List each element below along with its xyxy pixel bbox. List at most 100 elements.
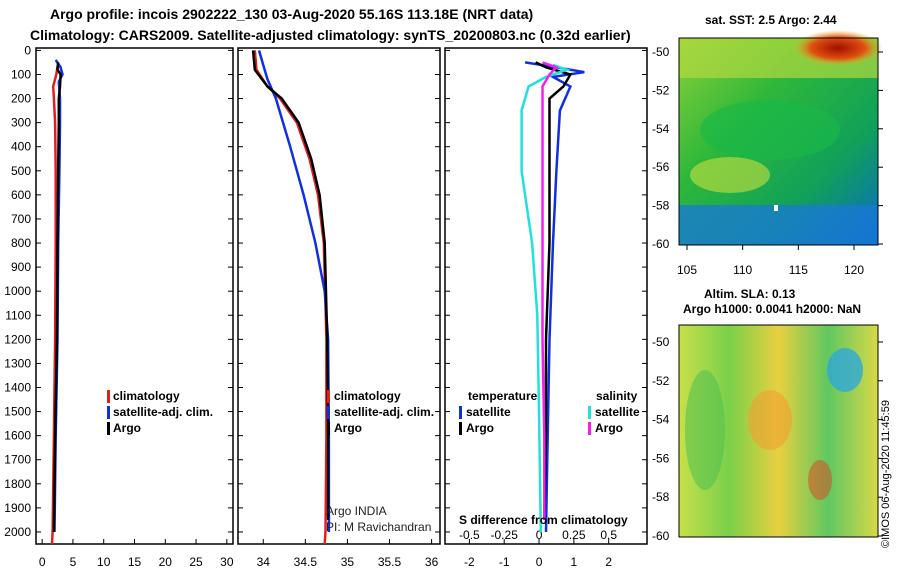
sla-map-blue-patch [827,348,863,392]
legend-swatch-climatology [327,390,330,403]
depth-tick-label: 1000 [4,284,31,298]
s-tick-label: 0 [536,528,543,542]
map-y-tick-label: -56 [652,160,670,174]
s-tick-label: 0.25 [562,528,586,542]
legend-title-temperature: temperature [468,389,538,403]
x-tick-label: 10 [97,555,111,569]
x-tick-label: 30 [220,555,234,569]
salinity-legend: climatology satellite-adj. clim. Argo Ar… [326,389,434,534]
legend-label-argo: Argo [334,421,362,435]
legend-label-temp-argo: Argo [466,421,494,435]
difference-x-label: S difference from climatology [459,513,628,527]
sst-map-south-band [679,205,878,245]
annotation-argo-india: Argo INDIA [326,504,387,518]
s-tick-label: -0.5 [459,528,480,542]
map-y-tick-label: -60 [652,237,670,251]
legend-swatch-climatology [107,390,110,403]
depth-tick-label: 2000 [4,525,31,539]
depth-tick-label: 700 [11,212,31,226]
map-x-tick-label: 110 [733,263,752,277]
depth-axis: 0 100 200 300 400 500 600 700 800 900 1000 1100 1200… [4,43,647,539]
title-line-1: Argo profile: incois 2902222_130 03-Aug-… [50,6,533,22]
x-tick-label: 25 [189,555,203,569]
legend-swatch-argo [327,422,330,435]
s-tick-label: 0.5 [600,528,617,542]
legend-swatch-temp-satellite [459,406,462,419]
difference-s-axis: -0.5 -0.25 0 0.25 0.5 [459,528,617,542]
sla-map-red-patch [808,460,832,500]
sla-map-y-axis: -50 -52 -54 -56 -58 -60 [652,335,883,543]
sla-map-title-2: Argo h1000: 0.0041 h2000: NaN [683,302,861,316]
x-tick-label: 35 [341,555,355,569]
depth-tick-label: 1600 [4,429,31,443]
map-y-tick-label: -52 [652,374,670,388]
legend-label-temp-satellite: satellite [466,405,511,419]
map-y-tick-label: -60 [652,529,670,543]
argo-position-marker [774,205,778,211]
temperature-legend: climatology satellite-adj. clim. Argo [107,389,213,435]
series-line-argo [251,50,330,520]
salinity-series [251,50,331,545]
depth-tick-label: 1500 [4,405,31,419]
sla-map-green-patch [685,370,725,490]
x-tick-label: -1 [499,555,510,569]
legend-label-climatology: climatology [334,389,401,403]
temperature-panel [35,47,234,545]
series-line-temperature-argo [535,61,573,520]
map-y-tick-label: -50 [652,45,670,59]
sla-map-orange-patch [748,390,792,450]
depth-tick-label: 600 [11,188,31,202]
s-tick-label: -0.25 [491,528,519,542]
series-line-temperature-satellite [524,61,585,533]
sst-map-warm-patch [793,30,883,66]
difference-panel [444,47,648,545]
map-y-tick-label: -50 [652,335,670,349]
series-line-argo [52,62,62,533]
title-line-2: Climatology: CARS2009. Satellite-adjuste… [30,27,631,43]
sst-map-y-axis: -50 -52 -54 -56 -58 -60 [652,45,883,251]
difference-legend: temperature satellite Argo salinity sate… [459,389,640,527]
temperature-series [50,59,64,545]
annotation-pi: PI: M Ravichandran [326,520,431,534]
map-y-tick-label: -58 [652,199,670,213]
legend-label-satellite: satellite-adj. clim. [334,405,434,419]
x-tick-label: 1 [571,555,578,569]
depth-tick-label: 0 [24,43,31,57]
depth-tick-label: 1300 [4,356,31,370]
difference-series [520,61,585,533]
map-y-tick-label: -54 [652,413,670,427]
x-tick-label: 36 [425,555,439,569]
sst-map-green-eddy [700,100,840,160]
map-x-tick-label: 105 [677,263,697,277]
map-y-tick-label: -52 [652,83,670,97]
x-tick-label: 34 [257,555,271,569]
map-x-tick-label: 120 [844,263,864,277]
depth-tick-label: 1700 [4,453,31,467]
legend-label-argo: Argo [113,421,141,435]
series-line-climatology [253,50,328,545]
legend-swatch-sal-argo [588,422,591,435]
series-line-salinity-satellite [520,63,571,533]
sst-map-frame [678,37,879,246]
legend-label-sal-argo: Argo [595,421,623,435]
sla-map: Altim. SLA: 0.13 Argo h1000: 0.0041 h200… [652,287,883,543]
legend-swatch-satellite [107,406,110,419]
x-tick-label: 20 [159,555,173,569]
depth-tick-label: 1800 [4,477,31,491]
salinity-panel [237,47,441,545]
difference-x-axis: -2 -1 0 1 2 [464,539,612,569]
map-y-tick-label: -56 [652,451,670,465]
salinity-x-axis: 34 34.5 35 35.5 36 [257,539,439,569]
depth-tick-label: 300 [11,116,31,130]
x-tick-label: 35.5 [378,555,402,569]
x-tick-label: 2 [605,555,612,569]
x-tick-label: 0 [39,555,46,569]
series-line-satellite-adj-clim- [257,50,331,532]
sla-map-title-1: Altim. SLA: 0.13 [704,287,796,301]
depth-tick-label: 200 [11,92,31,106]
sst-map-yellow-patch [690,157,770,193]
temperature-x-axis: 0 5 10 15 20 25 30 [39,539,234,569]
depth-tick-label: 1100 [5,308,31,322]
sst-map-title: sat. SST: 2.5 Argo: 2.44 [705,13,837,27]
